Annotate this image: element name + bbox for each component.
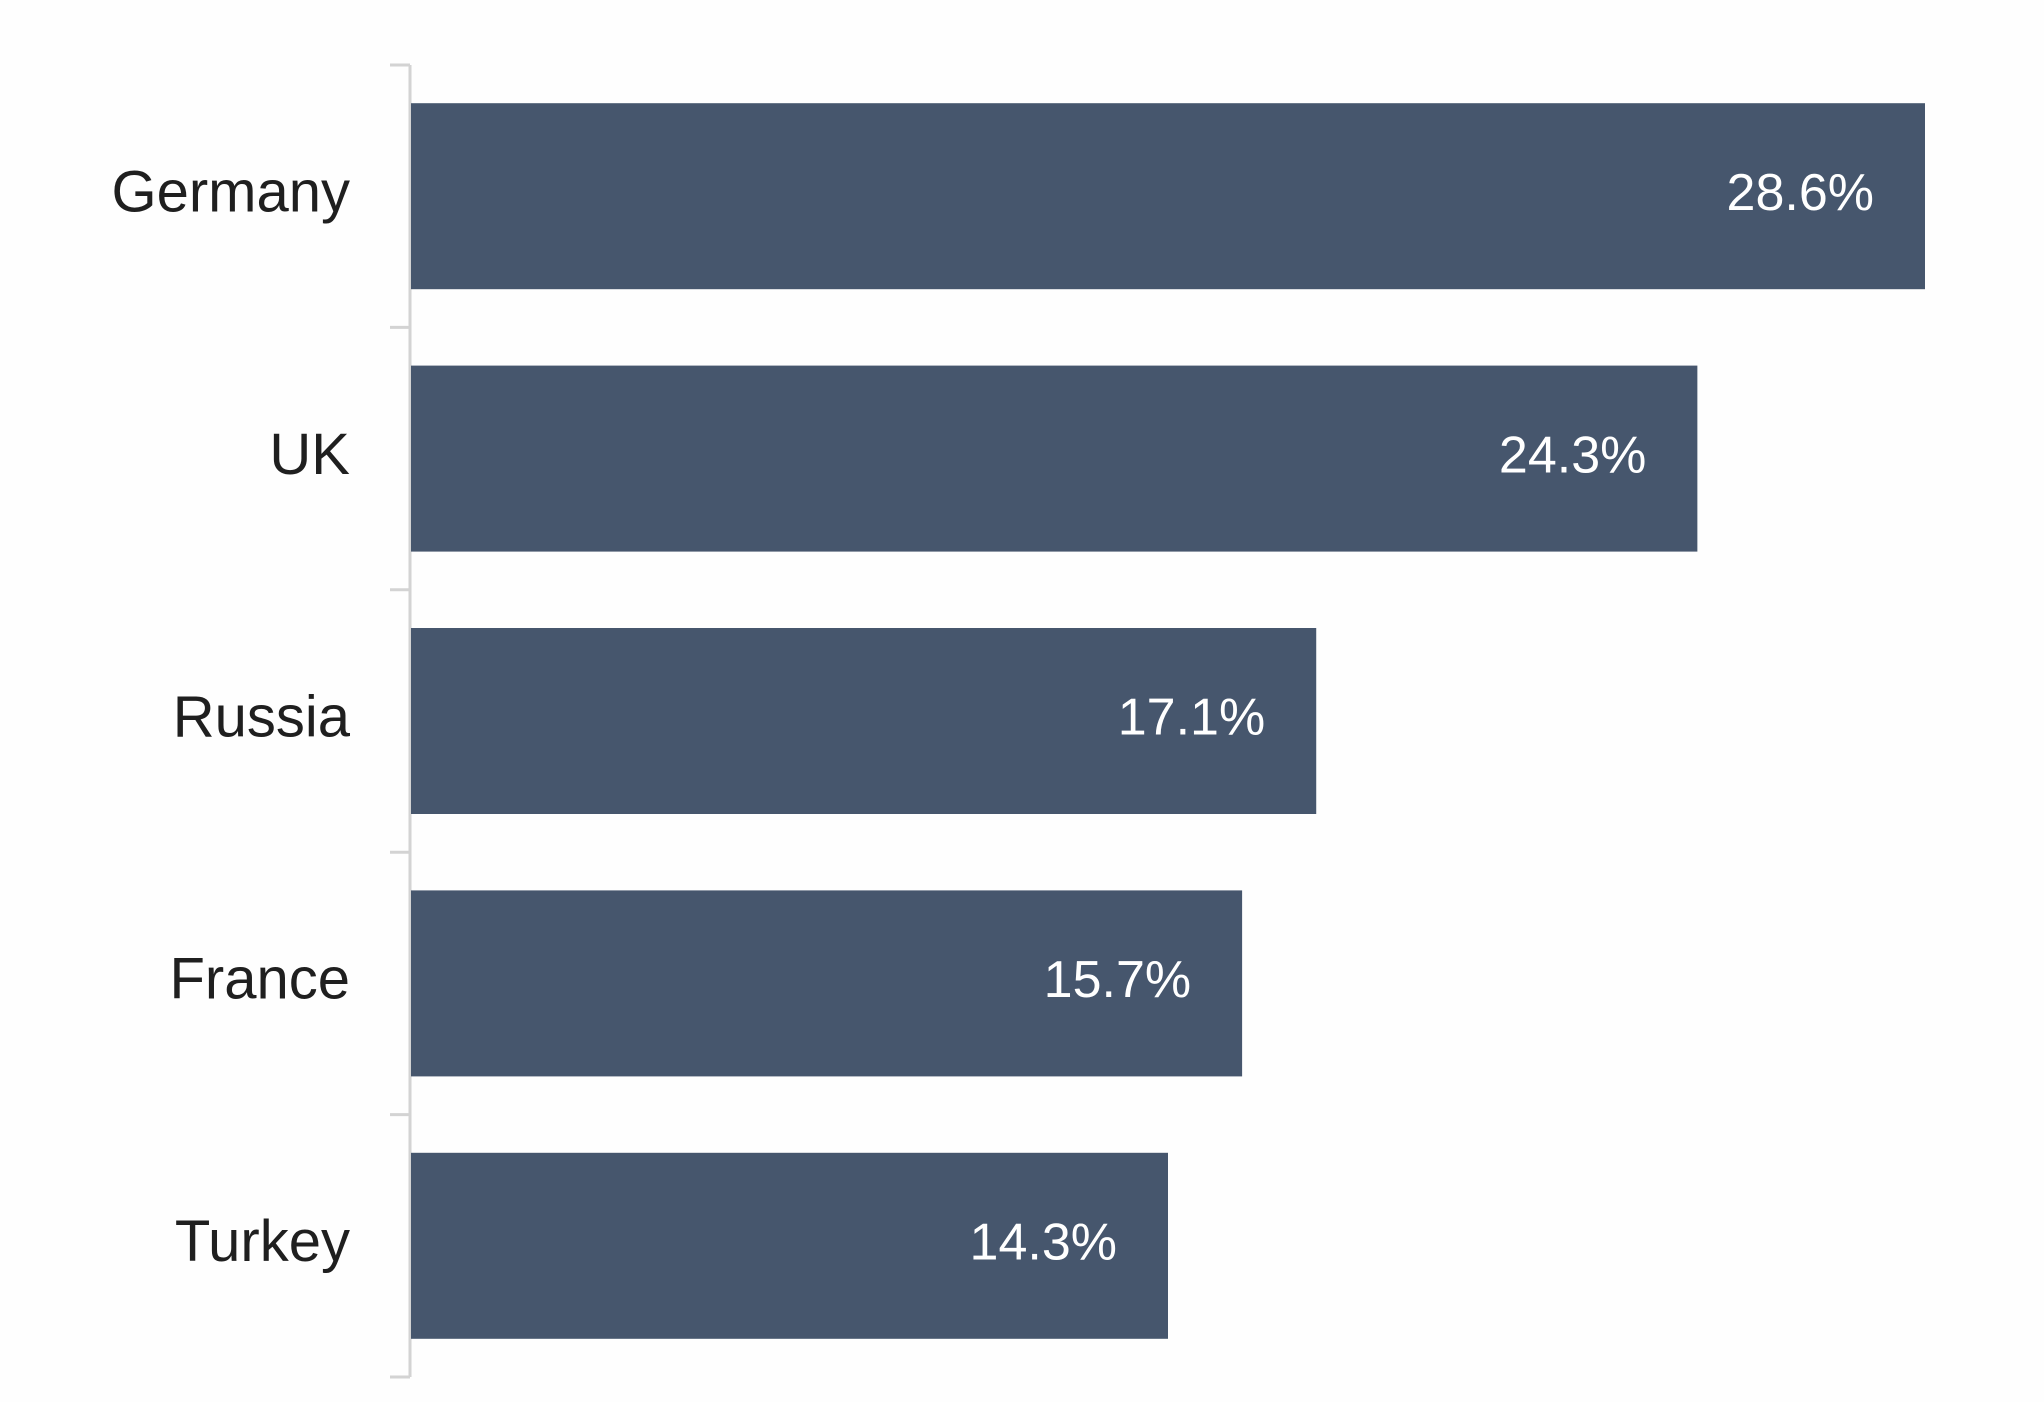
bars xyxy=(411,103,1925,1339)
bar-germany xyxy=(411,103,1925,290)
bar-france xyxy=(411,890,1243,1077)
category-label: Turkey xyxy=(175,1209,350,1274)
value-label: 24.3% xyxy=(1499,426,1646,484)
bar-uk xyxy=(411,365,1698,552)
category-label: France xyxy=(169,947,350,1012)
bar-turkey xyxy=(411,1152,1168,1339)
bar-russia xyxy=(411,628,1317,814)
category-labels: Germany UK Russia France Turkey xyxy=(111,160,350,1275)
category-label: UK xyxy=(269,422,350,487)
category-label: Germany xyxy=(111,160,350,225)
value-label: 17.1% xyxy=(1118,689,1265,747)
value-label: 14.3% xyxy=(970,1214,1117,1272)
value-labels: 28.6% 24.3% 17.1% 15.7% 14.3% xyxy=(970,164,1874,1272)
value-label: 28.6% xyxy=(1727,164,1874,222)
category-label: Russia xyxy=(173,684,351,749)
y-axis xyxy=(390,63,412,1379)
value-label: 15.7% xyxy=(1044,951,1191,1009)
